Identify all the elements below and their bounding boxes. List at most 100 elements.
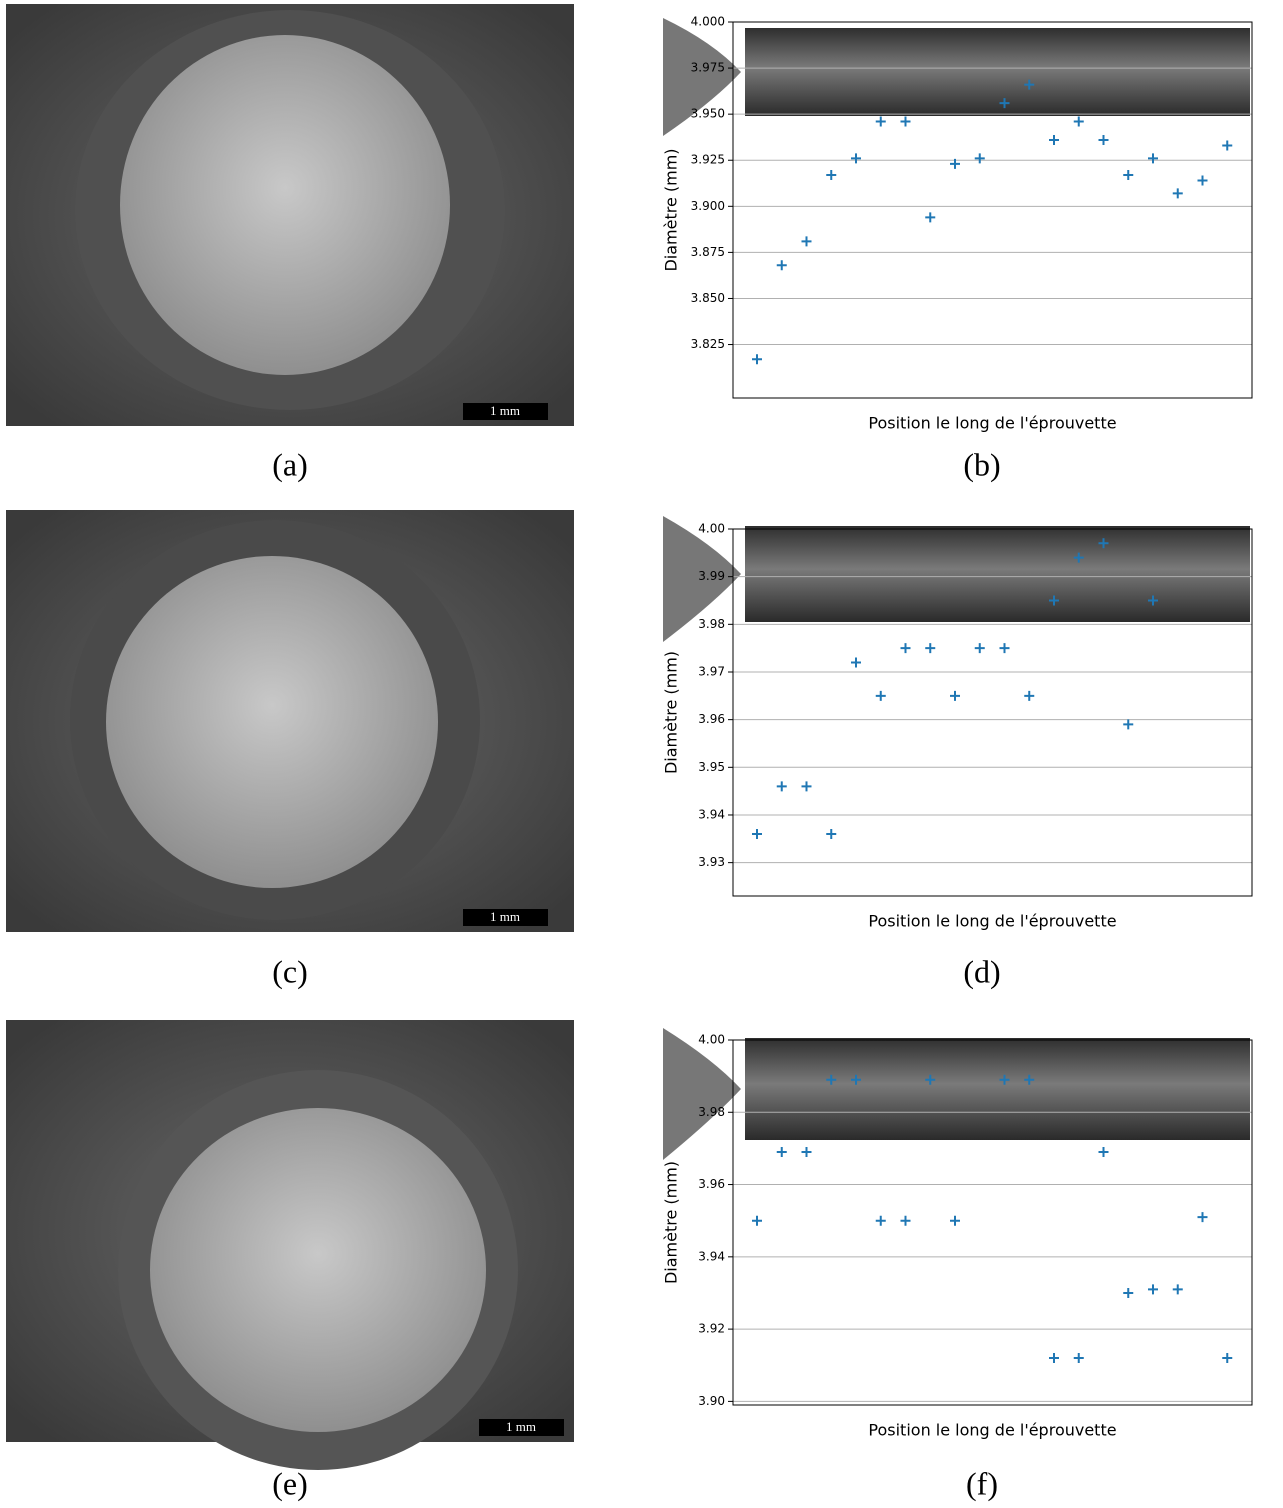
marker: [801, 781, 812, 792]
y-tick-label: 3.94: [698, 1249, 725, 1263]
y-axis-label: Diamètre (mm): [662, 1161, 681, 1284]
marker: [1049, 595, 1059, 606]
marker: [1148, 595, 1158, 606]
marker: [925, 643, 936, 654]
y-tick-label: 3.96: [698, 1177, 725, 1191]
marker: [925, 1074, 936, 1085]
y-tick-label: 3.98: [698, 1105, 725, 1119]
photo-e: [6, 1020, 574, 1470]
marker: [1049, 134, 1059, 145]
panel-label: (a): [272, 446, 308, 482]
chart: 4.000 3.975 3.950 3.925 3.900 3.875 3.850 3.825…: [662, 15, 1253, 433]
y-tick-label: 3.850: [691, 291, 725, 305]
marker: [851, 1074, 861, 1085]
y-tick-label: 3.96: [698, 712, 725, 726]
y-tick-label: 3.95: [698, 760, 725, 774]
marker: [1148, 153, 1158, 164]
marker: [950, 158, 960, 169]
panel-label: (c): [272, 953, 308, 989]
marker: [1148, 1284, 1158, 1295]
y-tick-label: 3.875: [691, 245, 725, 259]
marker: [1222, 1353, 1233, 1364]
y-tick-label: 3.93: [698, 855, 725, 869]
marker: [974, 643, 985, 654]
marker: [1073, 1353, 1084, 1364]
marker: [752, 829, 762, 840]
marker: [950, 1215, 960, 1226]
marker: [826, 829, 837, 840]
y-tick-label: 3.975: [691, 61, 725, 75]
marker: [826, 169, 837, 180]
marker: [875, 116, 886, 127]
marker: [999, 1074, 1010, 1085]
marker: [900, 643, 911, 654]
y-axis-label: Diamètre (mm): [662, 651, 681, 774]
chart: 4.00 3.98 3.96 3.94 3.92 3.90 Position le long…: [662, 1028, 1253, 1440]
scale-bar-label: 1 mm: [506, 1419, 536, 1434]
y-tick-label: 3.900: [691, 199, 725, 213]
marker: [900, 116, 911, 127]
y-tick-label: 3.825: [691, 337, 725, 351]
marker: [900, 1215, 911, 1226]
y-tick-label: 3.950: [691, 107, 725, 121]
specimen-head: [663, 1028, 741, 1160]
specimen-photo: [745, 1038, 1250, 1140]
y-tick-label: 3.97: [698, 664, 725, 678]
marker: [999, 98, 1010, 109]
marker: [950, 690, 960, 701]
photo-a: [6, 4, 574, 426]
marker: [1123, 169, 1134, 180]
plot-frame: [732, 1039, 1253, 1406]
marker: [1073, 116, 1084, 127]
x-axis-label: Position le long de l'éprouvette: [868, 1421, 1116, 1440]
marker: [1024, 79, 1035, 90]
marker: [826, 1074, 837, 1085]
marker: [974, 153, 985, 164]
marker: [1024, 1074, 1035, 1085]
marker: [1123, 719, 1134, 730]
y-tick-label: 4.00: [698, 522, 725, 536]
marker: [776, 260, 787, 271]
marker: [1172, 188, 1183, 199]
marker: [801, 236, 812, 247]
photo-c: [6, 510, 574, 932]
y-tick-label: 4.000: [691, 15, 725, 29]
marker: [1098, 134, 1109, 145]
panel-label: (d): [963, 953, 1000, 989]
scale-bar-label: 1 mm: [490, 909, 520, 924]
x-axis-label: Position le long de l'éprouvette: [868, 912, 1116, 931]
marker: [851, 657, 861, 668]
y-tick-label: 3.98: [698, 617, 725, 631]
y-axis-label: Diamètre (mm): [662, 148, 681, 271]
marker: [1197, 1212, 1208, 1223]
marker: [851, 153, 861, 164]
marker: [1098, 1147, 1109, 1158]
marker: [999, 643, 1010, 654]
marker: [1123, 1287, 1134, 1298]
marker: [1222, 140, 1233, 151]
specimen-head: [663, 18, 741, 136]
y-tick-label: 3.92: [698, 1322, 725, 1336]
y-tick-label: 3.99: [698, 569, 725, 583]
scale-bar-label: 1 mm: [490, 403, 520, 418]
specimen-head: [663, 516, 741, 642]
marker: [776, 1147, 787, 1158]
y-tick-label: 3.90: [698, 1394, 725, 1408]
marker: [776, 781, 787, 792]
y-tick-label: 3.925: [691, 153, 725, 167]
marker: [1049, 1353, 1059, 1364]
marker: [752, 354, 762, 365]
plot-frame: [732, 528, 1253, 897]
panel-label: (b): [963, 446, 1000, 482]
marker: [1073, 552, 1084, 563]
panel-label: (f): [966, 1465, 998, 1501]
marker: [1098, 538, 1109, 549]
y-tick-label: 3.94: [698, 807, 725, 821]
x-axis-label: Position le long de l'éprouvette: [868, 414, 1116, 433]
panel-label: (e): [272, 1465, 308, 1501]
marker: [1024, 690, 1035, 701]
marker: [1172, 1284, 1183, 1295]
specimen-photo: [745, 28, 1250, 116]
marker: [875, 1215, 886, 1226]
